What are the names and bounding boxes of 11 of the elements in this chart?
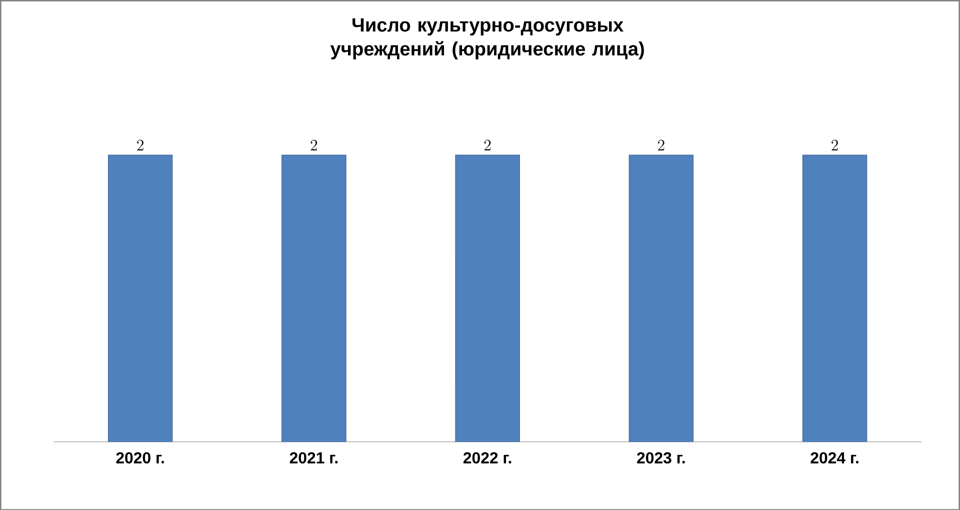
data-label: 2 [658, 140, 664, 150]
x-tick-label: 2023 г. [637, 452, 685, 464]
x-tick-label: 2020 г. [116, 452, 164, 464]
data-label: 2 [832, 140, 838, 150]
data-label: 2 [484, 140, 491, 150]
x-tick-label: 2024 г. [810, 452, 858, 464]
chart-title: Число культурно-досуговых учреждений (юридические лица) [330, 18, 644, 60]
x-tick-label: 2021 г. [290, 452, 338, 464]
x-tick-label: 2022 г. [463, 452, 512, 464]
data-label: 2 [310, 140, 318, 150]
data-label: 2 [137, 140, 144, 150]
